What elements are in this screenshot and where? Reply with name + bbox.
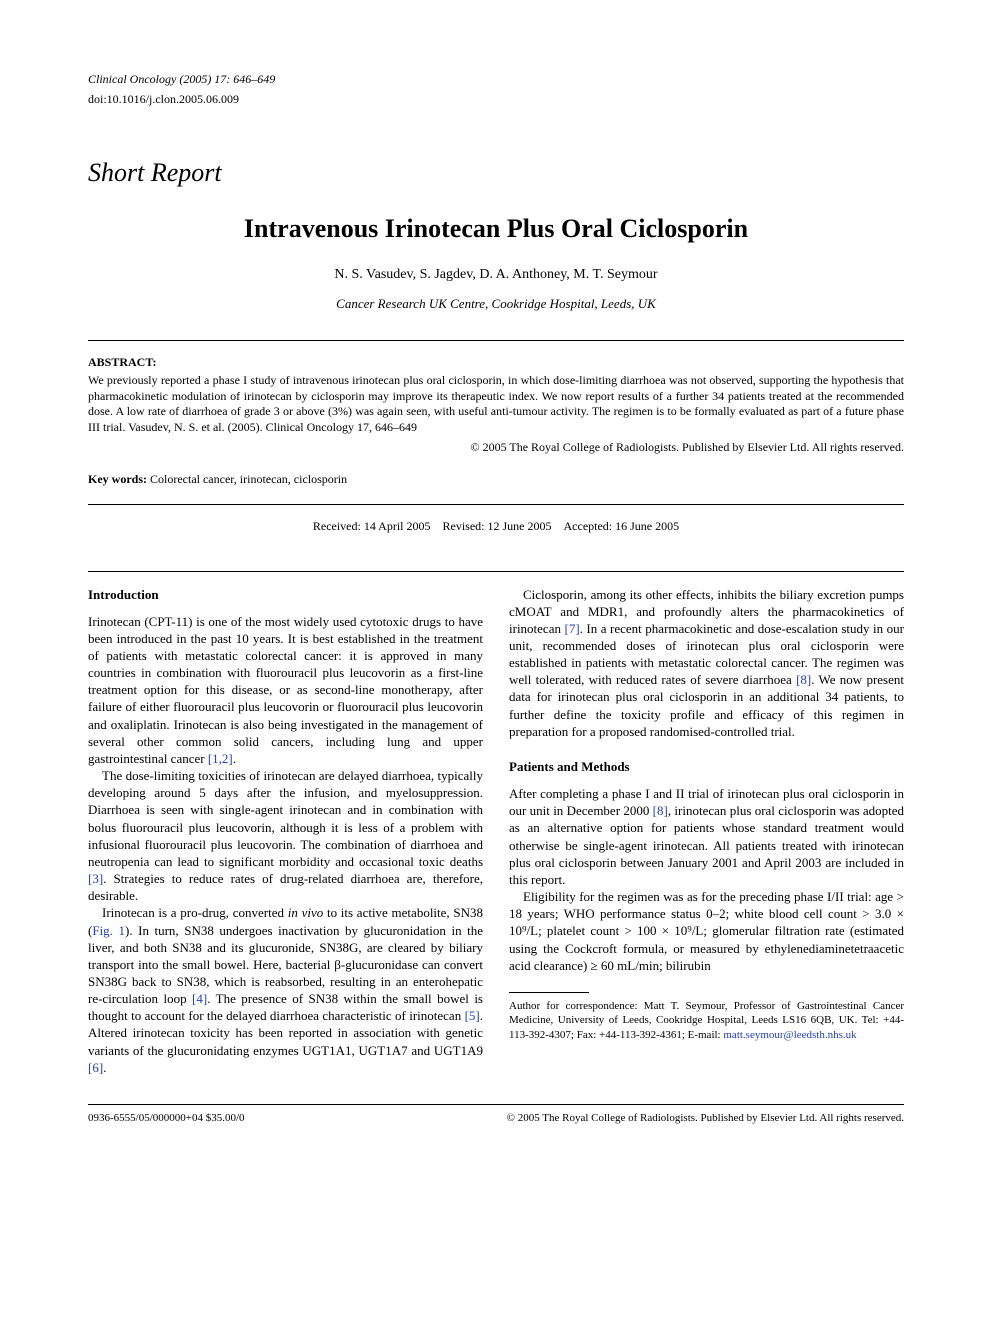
citation-6[interactable]: [6] xyxy=(88,1060,103,1075)
correspondence: Author for correspondence: Matt T. Seymo… xyxy=(509,999,904,1043)
intro-paragraph-1: Irinotecan (CPT-11) is one of the most w… xyxy=(88,613,483,767)
keywords-text: Colorectal cancer, irinotecan, ciclospor… xyxy=(147,472,347,486)
divider xyxy=(88,504,904,505)
citation-5[interactable]: [5] xyxy=(465,1008,480,1023)
authors: N. S. Vasudev, S. Jagdev, D. A. Anthoney… xyxy=(88,266,904,284)
citation-4[interactable]: [4] xyxy=(192,991,207,1006)
intro-paragraph-2: The dose-limiting toxicities of irinotec… xyxy=(88,767,483,904)
citation-8[interactable]: [8] xyxy=(796,672,811,687)
article-title: Intravenous Irinotecan Plus Oral Ciclosp… xyxy=(88,212,904,246)
body-columns: Introduction Irinotecan (CPT-11) is one … xyxy=(88,586,904,1076)
keywords: Key words: Colorectal cancer, irinotecan… xyxy=(88,472,904,488)
section-heading-methods: Patients and Methods xyxy=(509,758,904,775)
correspondence-email[interactable]: matt.seymour@leedsth.nhs.uk xyxy=(723,1029,856,1041)
divider xyxy=(88,340,904,341)
article-dates: Received: 14 April 2005 Revised: 12 June… xyxy=(88,519,904,535)
figure-ref-1[interactable]: Fig. 1 xyxy=(92,923,125,938)
in-vivo-emphasis: in vivo xyxy=(288,905,324,920)
keywords-label: Key words: xyxy=(88,472,147,486)
methods-paragraph-2: Eligibility for the regimen was as for t… xyxy=(509,888,904,974)
doi: doi:10.1016/j.clon.2005.06.009 xyxy=(88,92,904,108)
citation-8b[interactable]: [8] xyxy=(653,803,668,818)
citation-7[interactable]: [7] xyxy=(564,621,579,636)
affiliation: Cancer Research UK Centre, Cookridge Hos… xyxy=(88,295,904,312)
intro-paragraph-4: Ciclosporin, among its other effects, in… xyxy=(509,586,904,740)
correspondence-rule xyxy=(509,992,589,993)
copyright-line: © 2005 The Royal College of Radiologists… xyxy=(88,440,904,456)
intro-paragraph-3: Irinotecan is a pro-drug, converted in v… xyxy=(88,904,483,1076)
abstract-heading: ABSTRACT: xyxy=(88,355,904,371)
citation-3[interactable]: [3] xyxy=(88,871,103,886)
footer-left: 0936-6555/05/000000+04 $35.00/0 xyxy=(88,1111,245,1126)
citation-1-2[interactable]: [1,2] xyxy=(208,751,233,766)
abstract-body: We previously reported a phase I study o… xyxy=(88,373,904,436)
footer-rule xyxy=(88,1104,904,1105)
divider xyxy=(88,571,904,572)
page-footer: 0936-6555/05/000000+04 $35.00/0 © 2005 T… xyxy=(88,1111,904,1126)
footer-right: © 2005 The Royal College of Radiologists… xyxy=(507,1111,904,1126)
section-heading-introduction: Introduction xyxy=(88,586,483,603)
methods-paragraph-1: After completing a phase I and II trial … xyxy=(509,785,904,888)
journal-reference: Clinical Oncology (2005) 17: 646–649 xyxy=(88,72,904,88)
section-label: Short Report xyxy=(88,156,904,190)
